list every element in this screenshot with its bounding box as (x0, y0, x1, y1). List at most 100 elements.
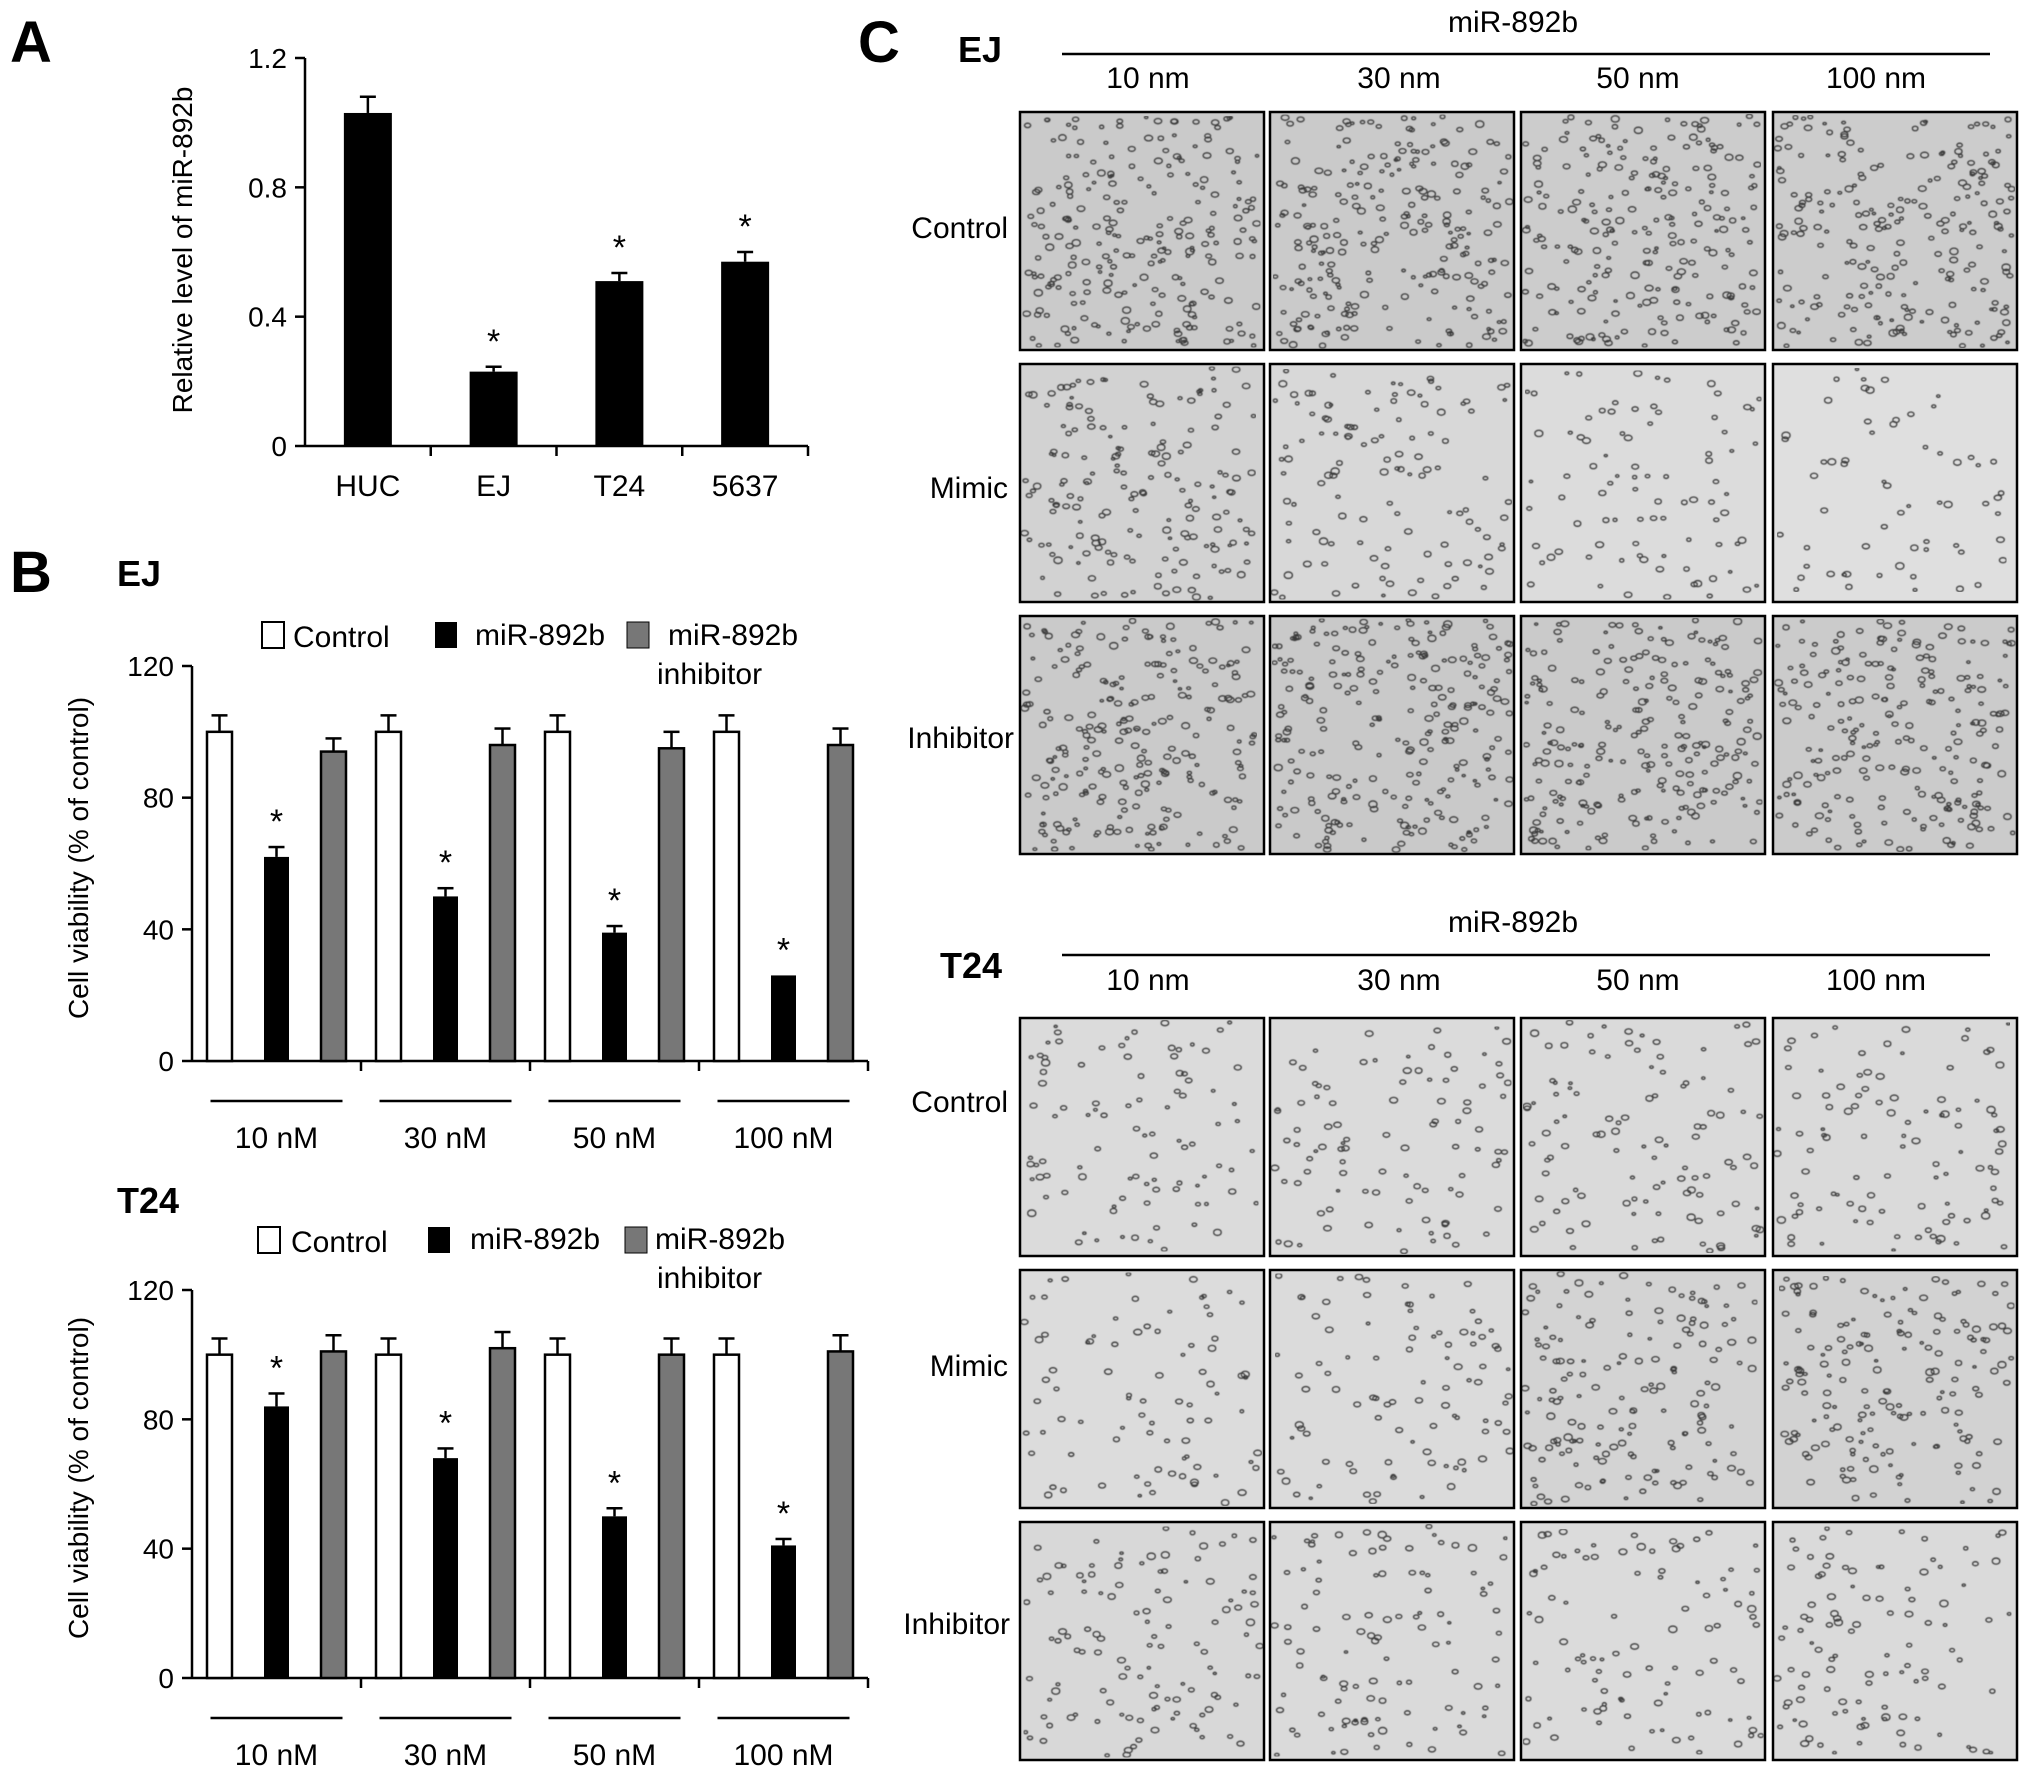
panel-c-t24-micrograph-border (1268, 1268, 1516, 1510)
panel-c-t24-micrograph-background (1270, 1522, 1514, 1760)
chart-b-ej-ylabel: Cell viability (% of control) (63, 697, 94, 1019)
panel-c-t24-micrograph-cells (1020, 1271, 1263, 1507)
chart-b-t24-bar (602, 1516, 627, 1678)
panel-c-ej-treatment: miR-892b (1448, 6, 1578, 39)
panel-c-t24-micrograph-background (1020, 1018, 1264, 1256)
panel-c-ej-micrograph (1519, 110, 1767, 352)
legend-label-mir: miR-892b (470, 1223, 600, 1256)
panel-c-t24-micrograph-border (1018, 1268, 1266, 1510)
panel-c-t24-micrograph-background (1521, 1522, 1765, 1760)
panel-c-t24-dose-3: 50 nm (1596, 964, 1679, 997)
panel-c-t24-micrograph (1018, 1520, 1266, 1762)
panel-c-ej-micrograph-border (1519, 362, 1767, 604)
chart-b-ej-significance-marker: * (270, 803, 283, 841)
chart-b-t24-bar (205, 1353, 234, 1680)
chart-b-t24-bar (712, 1353, 741, 1680)
panel-c-t24-micrograph-background (1020, 1522, 1264, 1760)
panel-c-t24-micrograph (1018, 1016, 1266, 1258)
legend-label-inhibitor-2: inhibitor (657, 658, 762, 691)
panel-c-t24-micrograph-border (1519, 1016, 1767, 1258)
chart-b-ej-significance-marker: * (608, 882, 621, 920)
chart-b-t24-category-label: 30 nM (404, 1739, 487, 1767)
panel-c-t24-micrograph-border (1771, 1520, 2019, 1762)
panel-c-t24-micrograph-cells (1026, 1019, 1260, 1252)
panel-c-ej-micrograph-background (1020, 112, 1264, 350)
panel-c-ej-micrograph (1519, 362, 1767, 604)
chart-b-t24-significance-marker: * (777, 1495, 790, 1533)
panel-c-ej-micrograph-border (1018, 110, 1266, 352)
panel-c-t24-micrograph (1771, 1268, 2019, 1510)
chart-b-t24-ylabel: Cell viability (% of control) (63, 1317, 94, 1639)
panel-c-t24-micrograph-border (1519, 1520, 1767, 1762)
panel-c-ej-micrograph (1519, 614, 1767, 856)
panel-c-t24-micrograph-border (1018, 1016, 1266, 1258)
panel-c-t24-micrograph-cells (1778, 1275, 2015, 1505)
panel-c-t24-micrograph (1268, 1268, 1516, 1510)
chart-a-bar (469, 371, 518, 446)
chart-b-ej-bar (771, 975, 796, 1061)
legend-swatch-mir (428, 1227, 450, 1253)
chart-b-ej-significance-marker: * (439, 844, 452, 882)
chart-b-ej-bar (488, 743, 517, 1063)
panel-c-ej-dose-3: 50 nm (1596, 62, 1679, 95)
chart-b-t24-bar (433, 1458, 458, 1678)
panel-c-ej-micrograph-border (1268, 614, 1516, 856)
chart-b-ej-bar (657, 747, 686, 1063)
panel-c-ej-row-inhibitor: Inhibitor (907, 722, 1014, 755)
chart-b-t24-legend: Control miR-892b miR-892b inhibitor (257, 1223, 785, 1295)
panel-c-ej-micrograph (1268, 362, 1516, 604)
panel-c-ej-micrograph (1268, 614, 1516, 856)
chart-b-ej-bar (433, 896, 458, 1061)
chart-b-ej-category-label: 10 nM (235, 1122, 318, 1155)
panel-c-ej-micrograph-cells (1522, 617, 1764, 851)
panel-c-ej-micrograph (1771, 110, 2019, 352)
panel-c-t24-micrograph-background (1270, 1018, 1514, 1256)
panel-c-ej-micrograph-background (1773, 112, 2017, 350)
panel-c-t24-micrograph (1771, 1016, 2019, 1258)
panel-c-ej-micrograph-border (1268, 362, 1516, 604)
panel-c-ej-micrograph-border (1771, 110, 2019, 352)
chart-a-ytick-label: 0 (271, 431, 287, 462)
panel-c-ej-micrograph-cells (1524, 369, 1763, 600)
chart-b-t24-bar (319, 1350, 348, 1680)
panel-c-ej-micrograph-border (1018, 614, 1266, 856)
chart-b-t24-bar (543, 1353, 572, 1680)
panel-c-ej-micrograph-background (1270, 112, 1514, 350)
legend-swatch-mir (435, 622, 457, 648)
chart-b-t24-ytick-label: 80 (143, 1404, 174, 1435)
panel-c-ej-micrograph-border (1018, 362, 1266, 604)
panel-c-t24-row-mimic: Mimic (930, 1350, 1008, 1383)
chart-b-ej-ytick-label: 40 (143, 914, 174, 945)
panel-c-t24-micrograph-border (1771, 1268, 2019, 1510)
chart-b-t24-bar (264, 1406, 289, 1678)
panel-c-t24-micrograph-background (1773, 1270, 2017, 1508)
chart-a-bar (721, 261, 770, 446)
panel-c-t24-micrograph-background (1270, 1270, 1514, 1508)
chart-b-ej-bar (264, 856, 289, 1061)
panel-c-ej-cell-line: EJ (958, 29, 1002, 70)
chart-b-ej-ytick-label: 80 (143, 783, 174, 814)
panel-c-ej-micrograph-cells (1521, 113, 1762, 348)
panel-c-ej-micrograph-border (1519, 110, 1767, 352)
panel-c-t24-micrograph-background (1773, 1018, 2017, 1256)
legend-label-control: Control (293, 621, 390, 654)
panel-c-t24-micrograph-cells (1522, 1528, 1765, 1755)
panel-c-t24-micrograph-cells (1522, 1019, 1765, 1254)
panel-c-t24-image-grid (1018, 1016, 2019, 1762)
chart-a-ytick-label: 1.2 (248, 43, 287, 74)
chart-b-t24-category-label: 100 nM (733, 1739, 833, 1767)
panel-c-ej-micrograph (1771, 362, 2019, 604)
panel-c-t24-micrograph-cells (1772, 1526, 2012, 1755)
chart-b-ej-bar (826, 743, 855, 1063)
panel-c-t24-micrograph-background (1521, 1018, 1765, 1256)
chart-a-category-label: T24 (594, 470, 646, 503)
panel-c-ej-micrograph-cells (1022, 115, 1262, 348)
chart-a: Relative level of miR-892b 0 0.4 0.8 1.2 * *… (167, 43, 810, 503)
chart-b-t24-bar (771, 1545, 796, 1678)
panel-c-t24-treatment: miR-892b (1448, 906, 1578, 939)
chart-b-t24-ytick-label: 40 (143, 1534, 174, 1565)
legend-label-mir: miR-892b (475, 619, 605, 652)
legend-label-inhibitor-2: inhibitor (657, 1262, 762, 1295)
chart-b-ej-bar (543, 730, 572, 1063)
